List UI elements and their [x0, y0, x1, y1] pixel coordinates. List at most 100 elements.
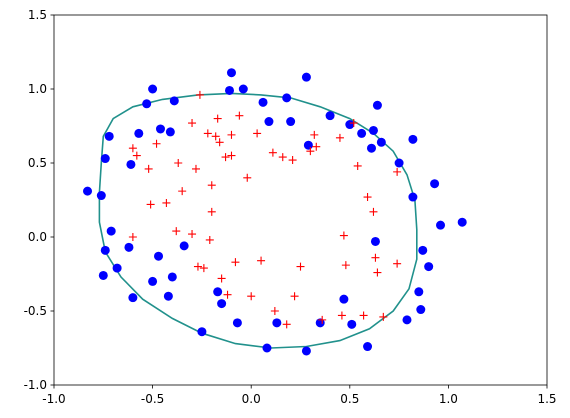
point-class-0	[179, 241, 189, 251]
point-class-0	[96, 191, 106, 201]
point-class-1	[215, 138, 224, 147]
point-class-0	[408, 134, 418, 144]
point-class-1	[341, 261, 350, 270]
plot-background	[54, 15, 547, 385]
point-class-1	[349, 119, 358, 128]
point-class-1	[217, 274, 226, 283]
data-points-layer	[83, 68, 467, 356]
point-class-1	[282, 320, 291, 329]
point-class-1	[393, 259, 402, 268]
point-class-0	[169, 96, 179, 106]
point-class-0	[372, 100, 382, 110]
point-class-0	[363, 342, 373, 352]
point-class-1	[339, 231, 348, 240]
point-class-0	[394, 158, 404, 168]
point-class-0	[430, 179, 440, 189]
point-class-0	[414, 287, 424, 297]
point-class-1	[288, 156, 297, 165]
point-class-1	[359, 311, 368, 320]
point-class-0	[148, 276, 158, 286]
point-class-1	[227, 130, 236, 139]
point-class-0	[436, 220, 446, 230]
point-class-1	[227, 151, 236, 160]
point-class-0	[368, 125, 378, 135]
point-class-1	[213, 114, 222, 123]
point-class-1	[132, 151, 141, 160]
x-tick-label: 0.5	[340, 392, 359, 406]
y-tick-label: 1.0	[28, 82, 47, 96]
point-class-1	[235, 111, 244, 120]
point-class-1	[162, 198, 171, 207]
point-class-0	[83, 186, 93, 196]
x-tick-label: 0.0	[242, 392, 261, 406]
point-class-1	[193, 262, 202, 271]
point-class-0	[154, 251, 164, 261]
point-class-1	[211, 132, 220, 141]
point-class-0	[272, 318, 282, 328]
point-class-1	[371, 253, 380, 262]
point-class-0	[163, 291, 173, 301]
point-class-0	[225, 85, 235, 95]
point-class-1	[278, 153, 287, 162]
y-tick-label: 0.5	[28, 156, 47, 170]
point-class-1	[221, 153, 230, 162]
point-class-0	[238, 84, 248, 94]
point-class-1	[223, 290, 232, 299]
y-tick-label: 0.0	[28, 230, 47, 244]
point-class-0	[134, 128, 144, 138]
point-class-0	[217, 299, 227, 309]
point-class-1	[207, 207, 216, 216]
point-class-1	[373, 268, 382, 277]
x-tick-label: -1.0	[42, 392, 65, 406]
point-class-0	[98, 270, 108, 280]
point-class-0	[347, 319, 357, 329]
point-class-1	[353, 161, 362, 170]
y-tick-label: 1.5	[28, 8, 47, 22]
point-class-0	[282, 93, 292, 103]
point-class-0	[303, 140, 313, 150]
point-class-1	[247, 292, 256, 301]
point-class-0	[301, 72, 311, 82]
point-class-1	[188, 119, 197, 128]
point-class-1	[335, 133, 344, 142]
point-class-0	[104, 131, 114, 141]
point-class-1	[296, 262, 305, 271]
point-class-1	[243, 173, 252, 182]
point-class-1	[152, 139, 161, 148]
point-class-1	[195, 90, 204, 99]
point-class-0	[100, 154, 110, 164]
point-class-0	[301, 346, 311, 356]
point-class-1	[393, 167, 402, 176]
point-class-0	[226, 68, 236, 78]
x-tick-label: 1.0	[439, 392, 458, 406]
point-class-0	[262, 343, 272, 353]
point-class-0	[128, 293, 138, 303]
point-class-1	[188, 230, 197, 239]
point-class-1	[205, 235, 214, 244]
point-class-1	[253, 129, 262, 138]
point-class-0	[197, 327, 207, 337]
point-class-1	[203, 129, 212, 138]
point-class-1	[144, 164, 153, 173]
point-class-1	[174, 159, 183, 167]
y-tick-label: -1.0	[24, 378, 47, 392]
point-class-1	[268, 148, 277, 157]
point-class-1	[312, 142, 321, 151]
point-class-1	[128, 144, 137, 153]
point-class-0	[418, 245, 428, 255]
x-axis-ticks: -1.0 -0.5 0.0 0.5 1.0 1.5	[42, 385, 557, 406]
point-class-1	[146, 200, 155, 209]
point-class-0	[112, 263, 122, 273]
x-tick-label: 1.5	[537, 392, 556, 406]
point-class-0	[345, 120, 355, 130]
point-class-0	[165, 127, 175, 137]
point-class-0	[148, 84, 158, 94]
point-class-0	[124, 242, 134, 252]
point-class-1	[207, 181, 216, 190]
point-class-1	[318, 315, 327, 324]
point-class-1	[379, 312, 388, 321]
point-class-0	[126, 159, 136, 169]
point-class-0	[366, 143, 376, 153]
point-class-0	[167, 272, 177, 282]
